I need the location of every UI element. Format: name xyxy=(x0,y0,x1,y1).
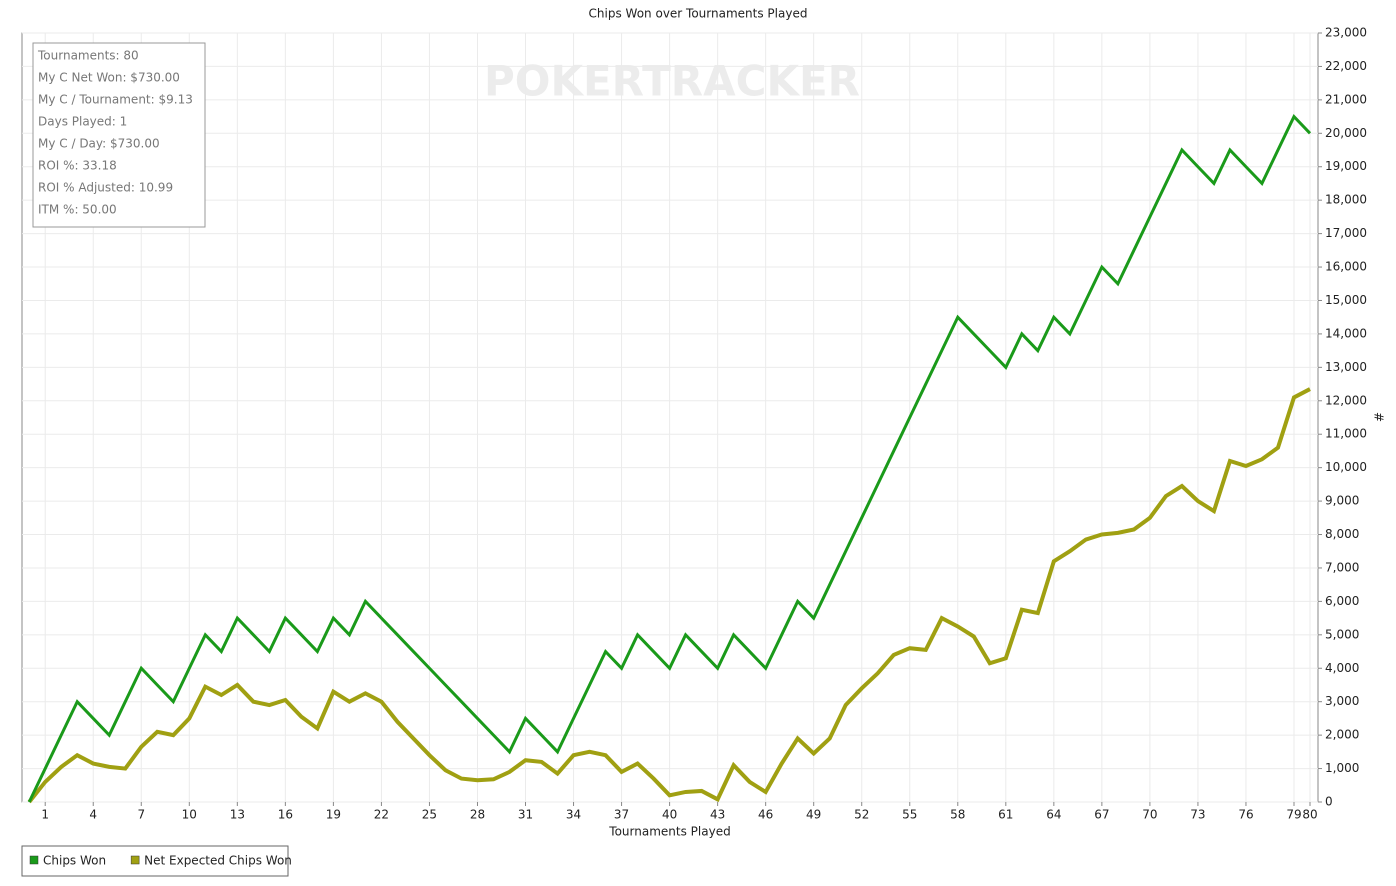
legend xyxy=(21,845,289,877)
stat-line: Tournaments: 80 xyxy=(37,49,139,63)
x-tick-label: 19 xyxy=(326,808,341,822)
x-tick-label: 16 xyxy=(278,808,293,822)
x-tick-label: 43 xyxy=(710,808,725,822)
x-tick-label: 46 xyxy=(758,808,773,822)
x-tick-label: 67 xyxy=(1094,808,1109,822)
y-tick-label: 12,000 xyxy=(1325,393,1367,407)
y-tick-label: 18,000 xyxy=(1325,193,1367,207)
y-tick-label: 5,000 xyxy=(1325,627,1359,641)
x-tick-label: 70 xyxy=(1142,808,1157,822)
x-tick-label: 49 xyxy=(806,808,821,822)
x-tick-label: 22 xyxy=(374,808,389,822)
x-axis-label: Tournaments Played xyxy=(608,825,730,839)
x-tick-label: 25 xyxy=(422,808,437,822)
stat-line: ROI %: 33.18 xyxy=(38,159,117,173)
x-tick-label: 40 xyxy=(662,808,677,822)
y-tick-label: 21,000 xyxy=(1325,92,1367,106)
stat-line: Days Played: 1 xyxy=(38,115,127,129)
stat-line: My C Net Won: $730.00 xyxy=(38,71,180,85)
y-tick-label: 7,000 xyxy=(1325,560,1359,574)
x-tick-label: 34 xyxy=(566,808,581,822)
x-tick-label: 79 xyxy=(1286,808,1301,822)
y-tick-label: 16,000 xyxy=(1325,260,1367,274)
stats-box xyxy=(32,42,206,228)
x-tick-label: 73 xyxy=(1190,808,1205,822)
y-tick-label: 20,000 xyxy=(1325,126,1367,140)
x-tick-label: 4 xyxy=(89,808,97,822)
legend-swatch xyxy=(29,855,39,865)
y-tick-label: 22,000 xyxy=(1325,59,1367,73)
x-tick-label: 7 xyxy=(137,808,145,822)
legend-label: Chips Won xyxy=(43,854,106,868)
y-tick-label: 4,000 xyxy=(1325,661,1359,675)
x-tick-label: 64 xyxy=(1046,808,1061,822)
x-tick-label: 58 xyxy=(950,808,965,822)
y-tick-label: 10,000 xyxy=(1325,460,1367,474)
x-tick-label: 80 xyxy=(1302,808,1317,822)
x-tick-label: 61 xyxy=(998,808,1013,822)
stat-line: My C / Day: $730.00 xyxy=(38,137,160,151)
y-tick-label: 15,000 xyxy=(1325,293,1367,307)
y-tick-label: 9,000 xyxy=(1325,494,1359,508)
x-tick-label: 13 xyxy=(230,808,245,822)
y-tick-label: 17,000 xyxy=(1325,226,1367,240)
y-tick-label: 11,000 xyxy=(1325,427,1367,441)
y-tick-label: 3,000 xyxy=(1325,694,1359,708)
x-tick-label: 1 xyxy=(41,808,49,822)
x-tick-label: 55 xyxy=(902,808,917,822)
x-tick-label: 31 xyxy=(518,808,533,822)
y-tick-label: 0 xyxy=(1325,795,1333,809)
chart-title: Chips Won over Tournaments Played xyxy=(589,7,808,21)
y-axis-label: # xyxy=(1372,412,1386,422)
x-tick-label: 52 xyxy=(854,808,869,822)
x-tick-label: 37 xyxy=(614,808,629,822)
y-tick-label: 13,000 xyxy=(1325,360,1367,374)
x-tick-label: 28 xyxy=(470,808,485,822)
legend-swatch xyxy=(130,855,140,865)
y-tick-label: 23,000 xyxy=(1325,26,1367,40)
series-line xyxy=(27,113,1312,803)
watermark: POKERTRACKER xyxy=(484,57,860,106)
legend-label: Net Expected Chips Won xyxy=(144,854,292,868)
x-tick-label: 76 xyxy=(1238,808,1253,822)
x-tick-label: 10 xyxy=(182,808,197,822)
y-tick-label: 2,000 xyxy=(1325,728,1359,742)
y-tick-label: 6,000 xyxy=(1325,594,1359,608)
stat-line: ROI % Adjusted: 10.99 xyxy=(38,181,173,195)
y-tick-label: 14,000 xyxy=(1325,326,1367,340)
y-tick-label: 8,000 xyxy=(1325,527,1359,541)
stat-line: ITM %: 50.00 xyxy=(38,203,117,217)
stat-line: My C / Tournament: $9.13 xyxy=(38,93,193,107)
y-tick-label: 19,000 xyxy=(1325,159,1367,173)
y-tick-label: 1,000 xyxy=(1325,761,1359,775)
series-line xyxy=(27,387,1311,804)
